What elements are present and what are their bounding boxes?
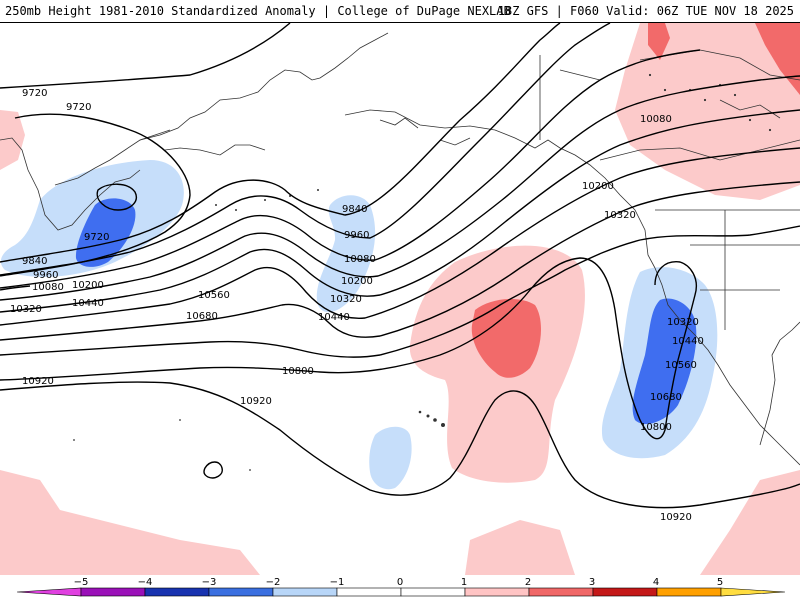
- contour-label: 10680: [186, 311, 218, 322]
- contour-label: 9840: [342, 204, 367, 215]
- colorbar-legend: −5 −4 −3 −2 −1 0 1 2 3 4 5: [0, 575, 800, 600]
- coastlines: [0, 32, 800, 466]
- contour-labels: 9720 9720 9840 9960 10080 10200 10320 10…: [10, 88, 704, 523]
- contour-label: 10320: [330, 294, 362, 305]
- colorbar-segment: [336, 587, 402, 597]
- positive-anomaly-region: [0, 110, 25, 170]
- positive-anomaly-region: [471, 298, 542, 378]
- contour-label: 10320: [667, 317, 699, 328]
- colorbar-tick: 4: [653, 577, 659, 588]
- contour-label: 10560: [198, 290, 230, 301]
- contour-label: 10920: [22, 376, 54, 387]
- colorbar-segment: [272, 587, 338, 597]
- colorbar-tick: −3: [202, 577, 217, 588]
- anomaly-map: 9720 9720 9840 9960 10080 10200 10320 10…: [0, 23, 800, 575]
- negative-anomaly-region: [632, 298, 697, 425]
- contour-label: 10200: [341, 276, 373, 287]
- contour-label: 9960: [344, 230, 369, 241]
- colorbar-tick: 2: [525, 577, 531, 588]
- colorbar-segment: [656, 587, 722, 597]
- contour-label: 10200: [582, 181, 614, 192]
- contour-label: 10560: [665, 360, 697, 371]
- colorbar-tick: −1: [330, 577, 345, 588]
- contour-label: 10800: [282, 366, 314, 377]
- colorbar-segment: [144, 587, 210, 597]
- contour-label: 10920: [660, 512, 692, 523]
- contour-label: 10200: [72, 280, 104, 291]
- map-header: 250mb Height 1981-2010 Standardized Anom…: [0, 0, 800, 23]
- contour-label: 9840: [22, 256, 47, 267]
- positive-anomaly-region: [648, 23, 670, 60]
- contour-label: 10440: [72, 298, 104, 309]
- negative-anomaly-region: [316, 195, 376, 313]
- positive-anomaly-region: [0, 470, 260, 575]
- negative-anomaly-region: [369, 426, 412, 490]
- contour-label: 10440: [318, 312, 350, 323]
- colorbar-tick: 3: [589, 577, 595, 588]
- colorbar-segment: [528, 587, 594, 597]
- positive-anomaly-region: [615, 23, 800, 200]
- contour-label: 9720: [66, 102, 91, 113]
- colorbar-segment: [16, 587, 82, 597]
- map-title: 250mb Height 1981-2010 Standardized Anom…: [5, 4, 511, 18]
- contour-label: 10080: [344, 254, 376, 265]
- islands: [73, 73, 772, 471]
- contour-label: 9720: [22, 88, 47, 99]
- colorbar-segment: [464, 587, 530, 597]
- colorbar-tick: −2: [266, 577, 281, 588]
- contour-label: 10920: [240, 396, 272, 407]
- contour-label: 10320: [10, 304, 42, 315]
- anomaly-shading: [0, 23, 800, 575]
- model-run-info: 18Z GFS | F060 Valid: 06Z TUE NOV 18 202…: [497, 4, 794, 18]
- contour-label: 10320: [604, 210, 636, 221]
- negative-anomaly-region: [75, 198, 136, 267]
- colorbar-tick: 5: [717, 577, 723, 588]
- contour-label: 9960: [33, 270, 58, 281]
- colorbar-segment: [720, 587, 786, 597]
- colorbar-segment: [400, 587, 466, 597]
- height-contours: [0, 23, 800, 509]
- contour-label: 10080: [640, 114, 672, 125]
- contour-label: 10440: [672, 336, 704, 347]
- contour-label: 10800: [640, 422, 672, 433]
- colorbar-tick: −5: [74, 577, 89, 588]
- colorbar: [16, 587, 786, 597]
- colorbar-tick: 0: [397, 577, 403, 588]
- colorbar-segment: [208, 587, 274, 597]
- colorbar-tick: −4: [138, 577, 153, 588]
- colorbar-segment: [80, 587, 146, 597]
- contour-label: 9720: [84, 232, 109, 243]
- colorbar-segment: [592, 587, 658, 597]
- positive-anomaly-region: [700, 470, 800, 575]
- positive-anomaly-region: [465, 520, 575, 575]
- colorbar-tick-labels: −5 −4 −3 −2 −1 0 1 2 3 4 5: [74, 577, 724, 588]
- contour-label: 10680: [650, 392, 682, 403]
- contour-label: 10080: [32, 282, 64, 293]
- colorbar-tick: 1: [461, 577, 467, 588]
